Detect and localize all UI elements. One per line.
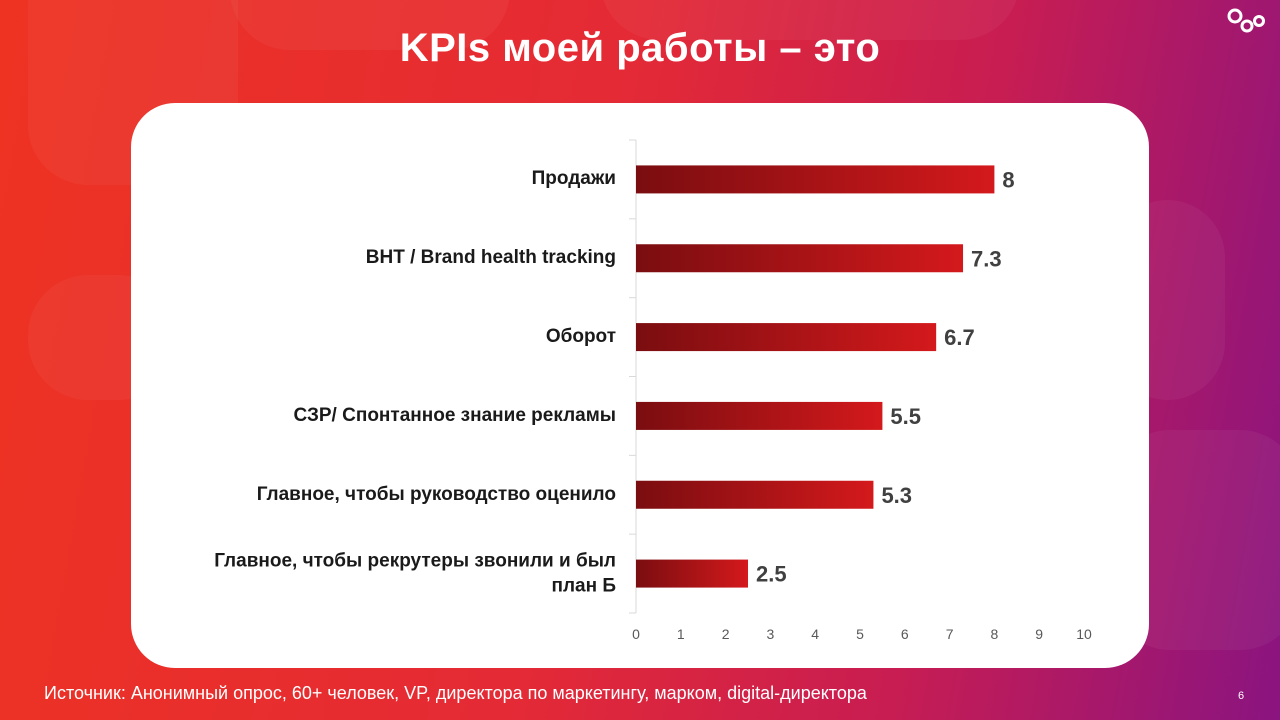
bar-3 [636, 323, 937, 352]
slide-title: KPIs моей работы – это [399, 26, 881, 70]
omd-logo [1227, 8, 1265, 33]
background-decoration [230, 0, 510, 50]
category-label-3: Оборот [545, 326, 616, 348]
x-tick-label: 4 [811, 626, 819, 642]
data-label-4: 5.5 [890, 404, 921, 429]
bar-5 [636, 480, 874, 509]
data-label-2: 7.3 [971, 246, 1002, 271]
bar-chart: 8 7.3 6.7 5.5 5.3 2.5 0 1 2 3 4 5 6 7 8 9 10 [629, 139, 1092, 642]
x-tick-label: 6 [901, 626, 909, 642]
category-label-4: СЗР/ Спонтанное знание рекламы [293, 405, 616, 427]
x-tick-label: 8 [991, 626, 999, 642]
background-decoration [600, 0, 1020, 40]
data-label-3: 6.7 [944, 325, 975, 350]
data-label-5: 5.3 [881, 483, 912, 508]
x-tick-label: 5 [856, 626, 864, 642]
bar-4 [636, 401, 883, 430]
bar-2 [636, 244, 964, 273]
data-label-6: 2.5 [756, 562, 787, 587]
page-number: 6 [1238, 690, 1245, 702]
x-tick-label: 0 [632, 626, 640, 642]
category-label-1: Продажи [531, 168, 616, 190]
x-tick-label: 3 [767, 626, 775, 642]
category-label-6: Главное, чтобы рекрутеры звонили и был п… [214, 549, 616, 597]
x-tick-label: 9 [1035, 626, 1043, 642]
x-tick-label: 2 [722, 626, 730, 642]
x-tick-label: 7 [946, 626, 954, 642]
source-note: Источник: Анонимный опрос, 60+ человек, … [44, 683, 867, 703]
category-label-5: Главное, чтобы руководство оценило [256, 483, 616, 505]
bar-1 [636, 165, 995, 194]
x-tick-label: 10 [1076, 626, 1092, 642]
data-label-1: 8 [1002, 167, 1014, 192]
bar-6 [636, 559, 748, 588]
category-label-2: BHT / Brand health tracking [365, 247, 616, 269]
x-tick-label: 1 [677, 626, 685, 642]
